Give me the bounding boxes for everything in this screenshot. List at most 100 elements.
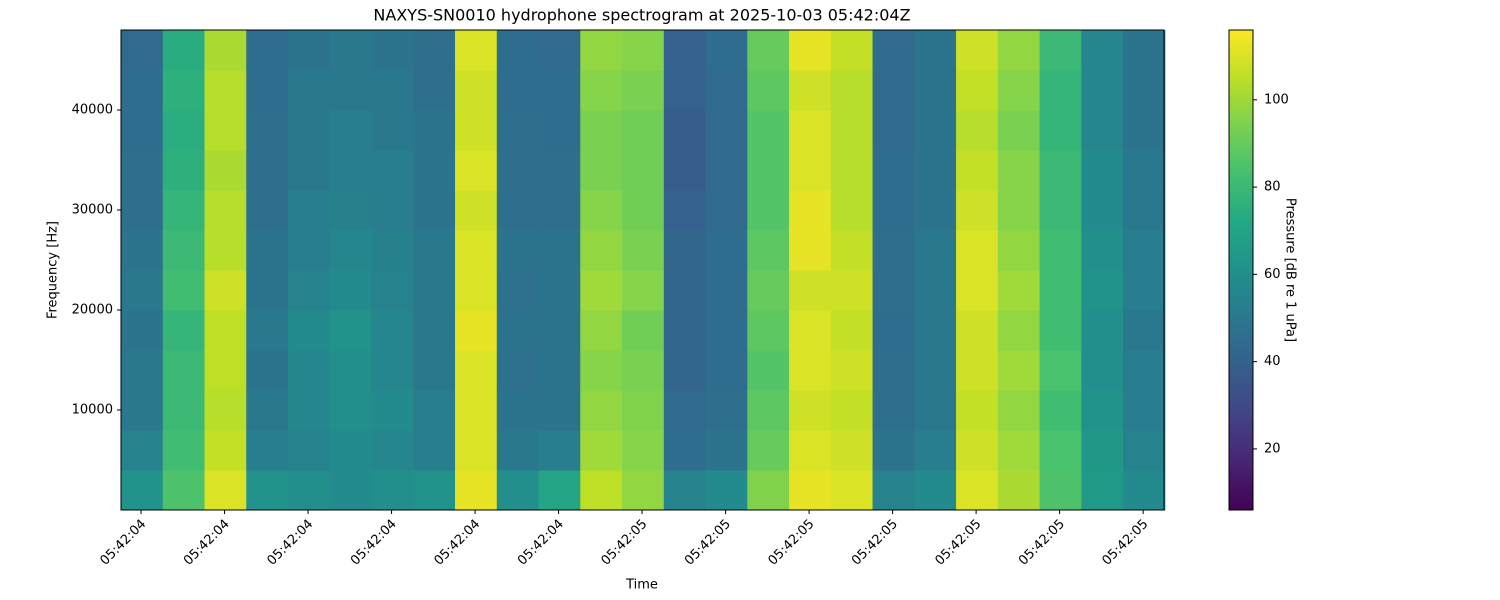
heatmap-cell: [789, 70, 832, 111]
heatmap-cell: [1039, 470, 1082, 511]
heatmap-cell: [121, 470, 164, 511]
heatmap-cell: [204, 310, 247, 351]
heatmap-cell: [371, 30, 414, 71]
x-tick-label: 05:42:05: [598, 517, 650, 569]
heatmap-cell: [872, 230, 915, 271]
heatmap-cell: [747, 270, 790, 311]
heatmap-cell: [371, 110, 414, 151]
heatmap-cell: [121, 190, 164, 231]
heatmap-cell: [830, 350, 874, 391]
heatmap-cell: [162, 350, 206, 391]
heatmap-cell: [705, 310, 748, 351]
heatmap-cell: [705, 190, 748, 231]
heatmap-cell: [538, 70, 581, 111]
heatmap-cell: [705, 390, 748, 431]
x-tick-label: 05:42:04: [515, 517, 567, 569]
heatmap-cell: [789, 310, 832, 351]
heatmap-cell: [455, 110, 498, 151]
heatmap-cell: [162, 470, 206, 511]
heatmap-cell: [705, 70, 748, 111]
heatmap-cell: [705, 30, 748, 71]
heatmap-cell: [705, 230, 748, 271]
heatmap-cell: [538, 190, 581, 231]
heatmap-cell: [622, 70, 665, 111]
heatmap-cell: [663, 310, 707, 351]
heatmap-cell: [622, 270, 665, 311]
y-axis-label: Frequency [Hz]: [46, 221, 61, 319]
heatmap-cell: [622, 310, 665, 351]
heatmap-cell: [204, 350, 247, 391]
heatmap-cell: [1039, 30, 1082, 71]
heatmap-cell: [830, 470, 874, 511]
heatmap-cell: [1039, 270, 1082, 311]
x-axis-label: Time: [625, 578, 658, 593]
heatmap-cell: [329, 350, 373, 391]
heatmap-cell: [872, 390, 915, 431]
heatmap-cell: [371, 390, 414, 431]
heatmap-cell: [1081, 150, 1124, 191]
heatmap-cell: [162, 190, 206, 231]
y-tick-label: 40000: [72, 103, 113, 118]
heatmap-cell: [872, 430, 915, 471]
heatmap-cell: [246, 110, 289, 151]
heatmap-cell: [663, 350, 707, 391]
colorbar: [1228, 29, 1254, 511]
heatmap-cell: [538, 470, 581, 511]
heatmap-cell: [997, 390, 1041, 431]
heatmap-cell: [997, 470, 1041, 511]
heatmap-cell: [663, 30, 707, 71]
heatmap-cell: [413, 270, 456, 311]
heatmap-cell: [914, 230, 957, 271]
heatmap-cell: [1039, 430, 1082, 471]
heatmap-cell: [830, 30, 874, 71]
heatmap-cell: [956, 350, 999, 391]
heatmap-cell: [121, 430, 164, 471]
heatmap-cell: [997, 230, 1041, 271]
heatmap-cell: [663, 70, 707, 111]
heatmap-cell: [455, 230, 498, 271]
heatmap-cell: [1039, 350, 1082, 391]
heatmap-cell: [413, 30, 456, 71]
colorbar-tick-label: 60: [1264, 267, 1281, 282]
heatmap-cell: [914, 150, 957, 191]
heatmap-cell: [1123, 190, 1166, 231]
heatmap-cell: [204, 70, 247, 111]
heatmap-cell: [956, 230, 999, 271]
heatmap-cell: [872, 310, 915, 351]
heatmap-cell: [538, 150, 581, 191]
heatmap-cell: [455, 310, 498, 351]
heatmap-cell: [329, 310, 373, 351]
heatmap-cell: [538, 110, 581, 151]
heatmap-cell: [1081, 110, 1124, 151]
heatmap-cell: [580, 350, 623, 391]
heatmap-cell: [1123, 430, 1166, 471]
heatmap-cell: [329, 30, 373, 71]
heatmap-cell: [1081, 70, 1124, 111]
heatmap-cell: [789, 270, 832, 311]
heatmap-cell: [956, 430, 999, 471]
heatmap-cell: [413, 350, 456, 391]
heatmap-cell: [371, 270, 414, 311]
heatmap-cell: [1081, 310, 1124, 351]
x-tick-label: 05:42:04: [181, 517, 233, 569]
heatmap-cell: [997, 150, 1041, 191]
heatmap-cell: [622, 470, 665, 511]
heatmap-cell: [413, 310, 456, 351]
heatmap-cell: [663, 430, 707, 471]
heatmap-cell: [789, 230, 832, 271]
heatmap-cell: [538, 30, 581, 71]
heatmap-cell: [455, 470, 498, 511]
heatmap-cell: [580, 270, 623, 311]
heatmap-cell: [288, 390, 331, 431]
heatmap-cell: [121, 310, 164, 351]
heatmap-cell: [538, 310, 581, 351]
heatmap-cell: [246, 470, 289, 511]
heatmap-cell: [789, 430, 832, 471]
heatmap-cell: [1081, 470, 1124, 511]
heatmap-cell: [747, 430, 790, 471]
heatmap-cell: [663, 230, 707, 271]
heatmap-cell: [1039, 390, 1082, 431]
heatmap-cell: [705, 110, 748, 151]
x-tick-label: 05:42:05: [933, 517, 985, 569]
